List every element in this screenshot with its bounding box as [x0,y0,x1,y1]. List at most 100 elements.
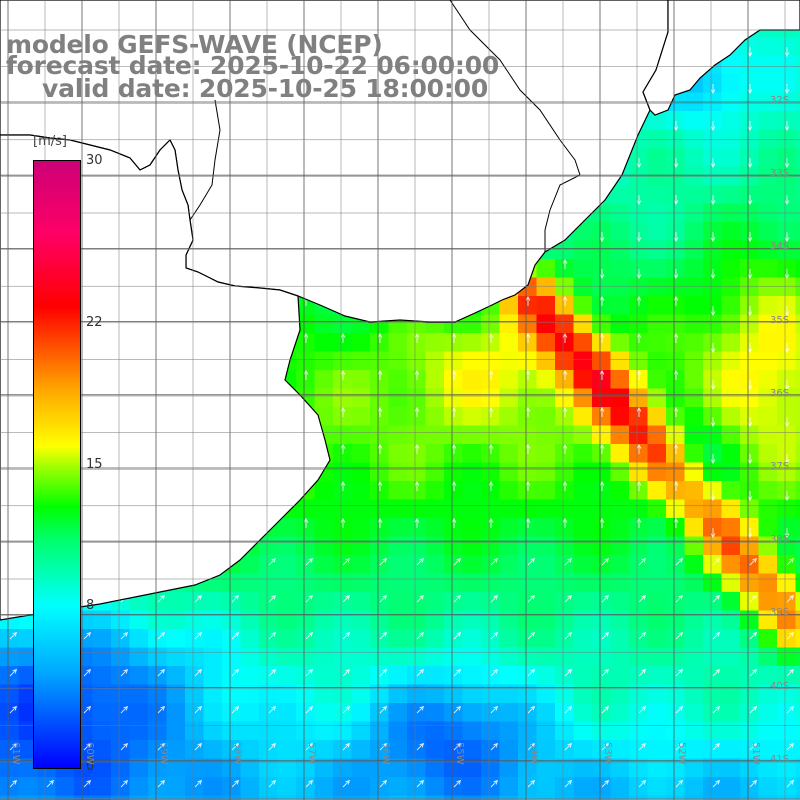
field-cell [74,795,94,800]
field-cell [555,555,575,575]
longitude-label: 54W [528,742,539,765]
field-cell [592,666,612,686]
field-cell [407,721,427,741]
field-cell [795,111,800,131]
field-cell [407,777,427,797]
la-plata-river-border [189,99,221,221]
field-cell [185,684,205,704]
field-cell [629,462,649,482]
field-cell [703,647,723,667]
field-cell [518,314,538,334]
field-cell [721,296,741,316]
field-cell [185,740,205,760]
field-cell [610,407,630,427]
field-cell [425,388,445,408]
field-cell [684,407,704,427]
field-cell [740,388,760,408]
field-cell [758,758,778,778]
field-cell [610,277,630,297]
field-cell [684,333,704,353]
field-cell [610,425,630,445]
wind-arrow [599,232,605,242]
field-cell [647,222,667,242]
field-cell [629,277,649,297]
field-cell [518,351,538,371]
field-cell [610,666,630,686]
field-cell [222,647,242,667]
wind-arrow [599,370,605,380]
field-cell [684,314,704,334]
field-cell [592,703,612,723]
field-cell [592,499,612,519]
field-cell [555,703,575,723]
wind-arrow [416,779,425,788]
field-cell [18,666,38,686]
field-cell [666,647,686,667]
field-cell [777,777,797,797]
wind-arrow [527,631,536,640]
field-cell [666,425,686,445]
wind-arrow [453,742,462,751]
latitude-label: 33S [770,168,790,180]
field-cell [129,758,149,778]
wind-arrow [638,779,647,788]
wind-arrow [710,491,716,501]
field-cell [703,259,723,279]
field-cell [203,647,223,667]
field-cell [795,758,800,778]
field-cell [351,444,371,464]
wind-arrow [451,518,457,528]
field-cell [536,536,556,556]
field-cell [481,684,501,704]
field-cell [407,703,427,723]
field-cell [629,684,649,704]
field-cell [703,148,723,168]
field-cell [129,795,149,800]
field-cell [481,758,501,778]
wind-arrow [747,232,753,242]
wind-arrow [749,742,758,751]
field-cell [314,555,334,575]
field-cell [684,111,704,131]
field-cell [647,462,667,482]
field-cell [758,370,778,390]
field-cell [425,592,445,612]
field-cell [740,666,760,686]
wind-arrow [490,668,499,677]
field-cell [388,462,408,482]
field-cell [259,573,279,593]
field-cell [481,536,501,556]
field-cell [777,610,797,630]
wind-arrow [564,742,573,751]
field-cell [370,666,390,686]
field-cell [203,610,223,630]
wind-arrow [414,407,420,417]
field-cell [758,425,778,445]
field-cell [222,721,242,741]
wind-arrow [636,232,642,242]
field-cell [740,37,760,57]
field-cell [259,703,279,723]
wind-arrow [157,742,166,751]
field-cell [314,740,334,760]
field-cell [518,388,538,408]
field-cell [462,555,482,575]
field-cell [333,351,353,371]
field-cell [536,277,556,297]
wind-arrow [638,742,647,751]
field-cell [111,629,131,649]
wind-arrow [120,668,129,677]
field-cell [425,518,445,538]
longitude-label: 60W [84,742,95,765]
field-cell [795,721,800,741]
field-cell [481,721,501,741]
field-cell [684,684,704,704]
field-cell [185,758,205,778]
field-cell [444,647,464,667]
field-cell [481,592,501,612]
field-cell [407,573,427,593]
field-cell [740,74,760,94]
wind-arrow [599,333,605,343]
field-cell [647,518,667,538]
field-cell [462,333,482,353]
